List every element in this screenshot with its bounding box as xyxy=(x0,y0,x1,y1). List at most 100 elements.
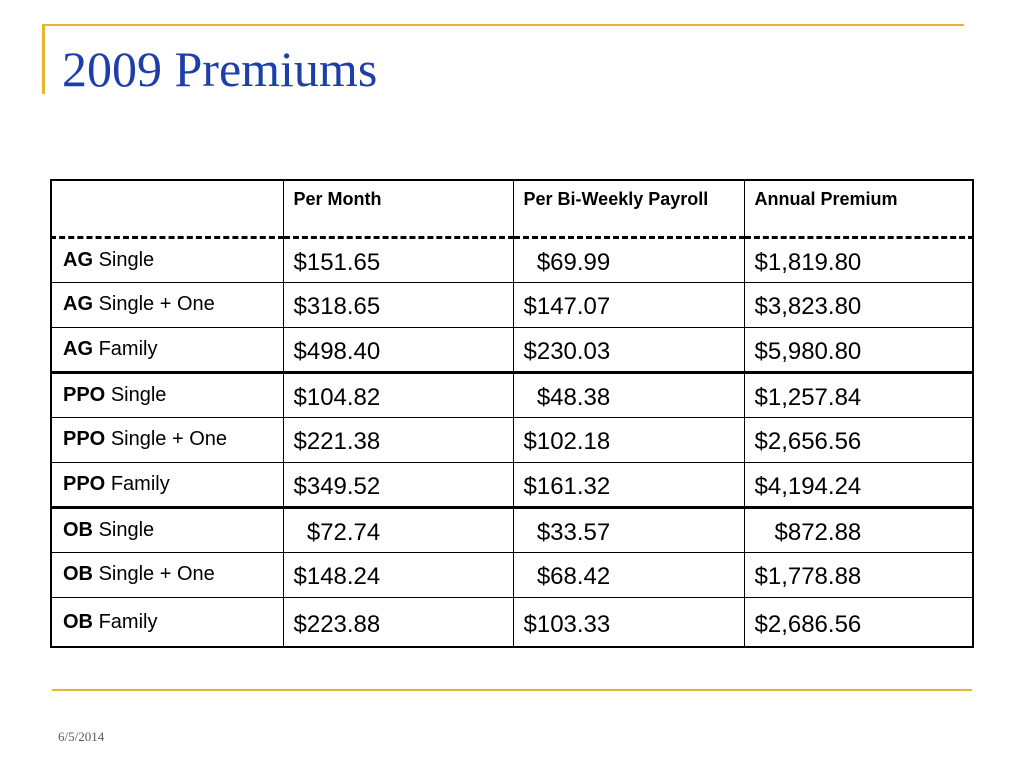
annual-value: $2,686.56 xyxy=(754,610,862,638)
table-row: OB Single $72.74 $33.57 $872.88 xyxy=(50,506,974,553)
per-biweekly-cell: $147.07 xyxy=(512,281,745,328)
table-row: OB Single + One $148.24 $68.42 $1,778.88 xyxy=(50,551,974,598)
per-biweekly-value: $48.38 xyxy=(523,383,611,411)
annual-cell: $1,819.80 xyxy=(743,236,974,283)
per-biweekly-value: $33.57 xyxy=(523,518,611,546)
premiums-table: Per Month Per Bi-Weekly Payroll Annual P… xyxy=(50,179,974,648)
plan-cell: OB Single xyxy=(50,506,284,553)
annual-cell: $1,257.84 xyxy=(743,371,974,418)
per-biweekly-cell: $48.38 xyxy=(512,371,745,418)
table-row: AG Single + One $318.65 $147.07 $3,823.8… xyxy=(50,281,974,328)
per-month-cell: $349.52 xyxy=(282,461,514,509)
coverage-name: Single + One xyxy=(98,292,215,315)
annual-value: $1,819.80 xyxy=(754,248,862,276)
table-header-row: Per Month Per Bi-Weekly Payroll Annual P… xyxy=(50,179,974,239)
annual-value: $1,778.88 xyxy=(754,562,862,590)
per-biweekly-value: $69.99 xyxy=(523,248,611,276)
plan-cell: AG Single xyxy=(50,236,284,283)
plan-name: AG xyxy=(63,248,93,271)
per-biweekly-value: $161.32 xyxy=(523,472,611,500)
per-biweekly-cell: $103.33 xyxy=(512,596,745,648)
plan-cell: AG Family xyxy=(50,326,284,374)
per-biweekly-value: $68.42 xyxy=(523,562,611,590)
annual-cell: $5,980.80 xyxy=(743,326,974,374)
coverage-name: Single xyxy=(98,248,155,271)
header-per-month: Per Month xyxy=(282,179,514,239)
table-row: AG Family $498.40 $230.03 $5,980.80 xyxy=(50,326,974,374)
annual-cell: $3,823.80 xyxy=(743,281,974,328)
per-biweekly-cell: $69.99 xyxy=(512,236,745,283)
annual-value: $2,656.56 xyxy=(754,427,862,455)
per-month-cell: $223.88 xyxy=(282,596,514,648)
table-row: OB Family $223.88 $103.33 $2,686.56 xyxy=(50,596,974,648)
coverage-name: Single + One xyxy=(110,427,228,450)
header-blank xyxy=(50,179,284,239)
annual-cell: $2,656.56 xyxy=(743,416,974,463)
slide-title: 2009 Premiums xyxy=(62,41,378,97)
annual-cell: $4,194.24 xyxy=(743,461,974,509)
footer-date: 6/5/2014 xyxy=(58,729,105,744)
coverage-name: Single + One xyxy=(98,562,215,585)
plan-name: OB xyxy=(63,562,93,585)
per-month-value: $318.65 xyxy=(293,292,381,320)
per-biweekly-cell: $102.18 xyxy=(512,416,745,463)
per-month-cell: $221.38 xyxy=(282,416,514,463)
table-row: PPO Family $349.52 $161.32 $4,194.24 xyxy=(50,461,974,509)
per-month-cell: $318.65 xyxy=(282,281,514,328)
table-row: PPO Single + One $221.38 $102.18 $2,656.… xyxy=(50,416,974,463)
table-row: AG Single $151.65 $69.99 $1,819.80 xyxy=(50,236,974,283)
per-month-value: $104.82 xyxy=(293,383,381,411)
per-biweekly-cell: $230.03 xyxy=(512,326,745,374)
annual-value: $872.88 xyxy=(754,518,862,546)
annual-cell: $2,686.56 xyxy=(743,596,974,648)
annual-cell: $872.88 xyxy=(743,506,974,553)
coverage-name: Single xyxy=(98,518,155,541)
plan-name: PPO xyxy=(63,383,106,406)
plan-cell: AG Single + One xyxy=(50,281,284,328)
top-accent-line xyxy=(42,24,964,26)
plan-name: PPO xyxy=(63,427,106,450)
plan-cell: PPO Family xyxy=(50,461,284,509)
plan-cell: OB Family xyxy=(50,596,284,648)
per-biweekly-value: $230.03 xyxy=(523,337,611,365)
annual-value: $1,257.84 xyxy=(754,383,862,411)
header-annual-premium: Annual Premium xyxy=(743,179,974,239)
plan-cell: OB Single + One xyxy=(50,551,284,598)
plan-name: AG xyxy=(63,337,93,360)
per-month-cell: $498.40 xyxy=(282,326,514,374)
per-biweekly-value: $147.07 xyxy=(523,292,611,320)
per-month-value: $221.38 xyxy=(293,427,381,455)
per-month-cell: $151.65 xyxy=(282,236,514,283)
per-month-cell: $72.74 xyxy=(282,506,514,553)
per-month-value: $151.65 xyxy=(293,248,381,276)
per-month-value: $349.52 xyxy=(293,472,381,500)
plan-name: AG xyxy=(63,292,93,315)
per-month-cell: $104.82 xyxy=(282,371,514,418)
plan-cell: PPO Single + One xyxy=(50,416,284,463)
per-biweekly-cell: $161.32 xyxy=(512,461,745,509)
per-month-value: $72.74 xyxy=(293,518,381,546)
plan-cell: PPO Single xyxy=(50,371,284,418)
per-month-value: $498.40 xyxy=(293,337,381,365)
per-biweekly-cell: $33.57 xyxy=(512,506,745,553)
per-month-value: $148.24 xyxy=(293,562,381,590)
per-biweekly-value: $102.18 xyxy=(523,427,611,455)
header-per-biweekly: Per Bi-Weekly Payroll xyxy=(512,179,745,239)
table-row: PPO Single $104.82 $48.38 $1,257.84 xyxy=(50,371,974,418)
coverage-name: Family xyxy=(98,337,158,360)
plan-name: OB xyxy=(63,518,93,541)
per-biweekly-cell: $68.42 xyxy=(512,551,745,598)
annual-value: $4,194.24 xyxy=(754,472,862,500)
left-accent-bar xyxy=(42,24,45,94)
coverage-name: Family xyxy=(98,610,158,633)
annual-cell: $1,778.88 xyxy=(743,551,974,598)
coverage-name: Single xyxy=(110,383,167,406)
plan-name: PPO xyxy=(63,472,106,495)
per-biweekly-value: $103.33 xyxy=(523,610,611,638)
per-month-cell: $148.24 xyxy=(282,551,514,598)
bottom-accent-line xyxy=(52,689,972,691)
per-month-value: $223.88 xyxy=(293,610,381,638)
coverage-name: Family xyxy=(110,472,170,495)
annual-value: $5,980.80 xyxy=(754,337,862,365)
annual-value: $3,823.80 xyxy=(754,292,862,320)
